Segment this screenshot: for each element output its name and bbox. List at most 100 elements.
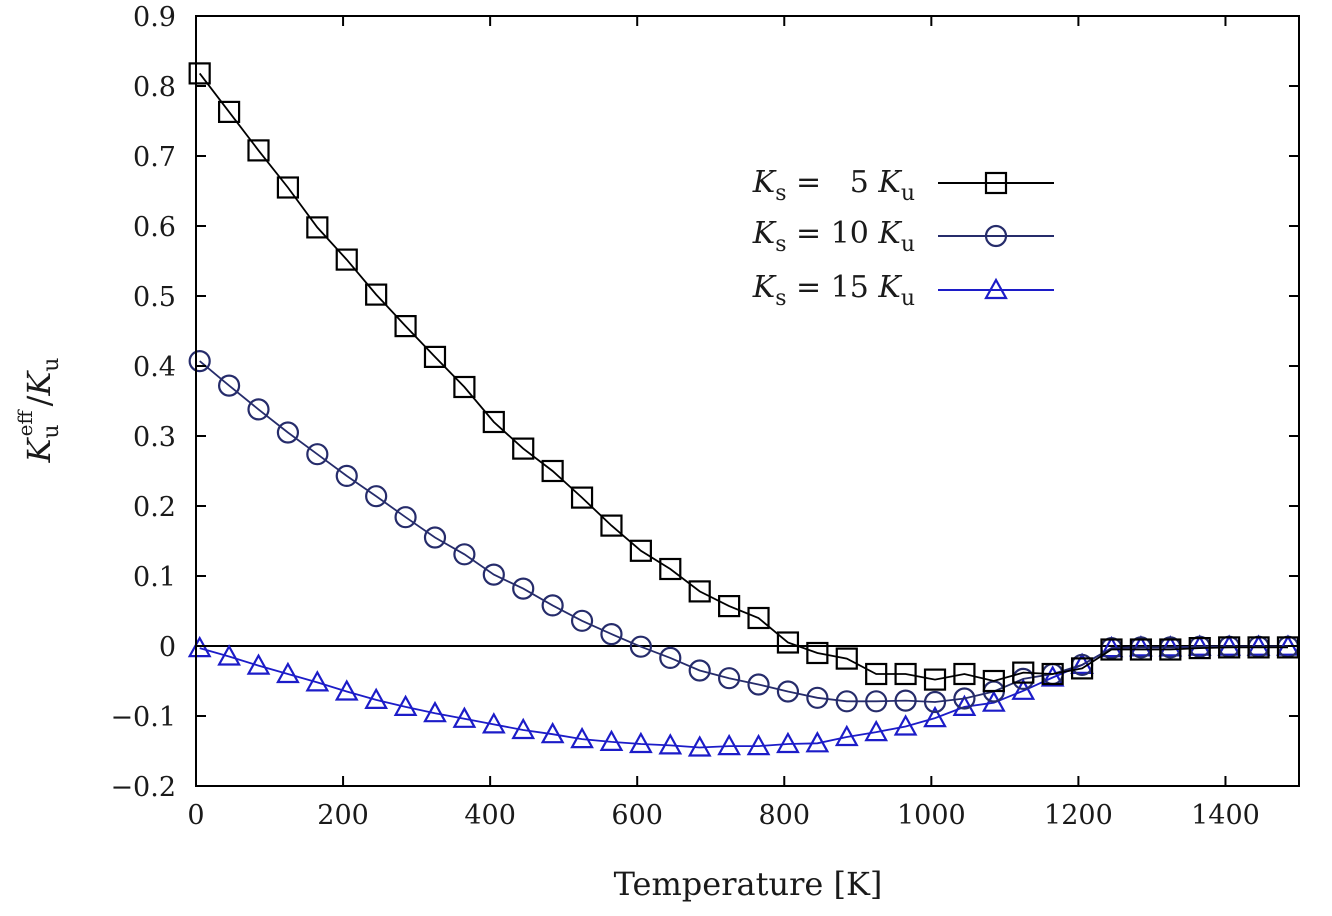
data-point-triangle [187,635,212,658]
y-axis-title: Kueff/Ku [13,358,64,464]
data-point-square [835,647,858,670]
data-point-triangle [570,726,594,749]
data-point-circle [335,464,358,487]
data-point-square [1070,657,1094,680]
data-point-square [688,580,711,603]
data-point-square [984,171,1008,195]
data-point-circle [276,421,300,444]
data-point-square [600,514,623,537]
x-tick-label: 1400 [1191,800,1260,831]
y-tick-label: 0.7 [133,142,176,173]
series-triangle [187,634,1300,757]
data-point-square [335,248,358,271]
data-point-square [953,662,976,686]
data-point-triangle [217,644,241,666]
data-point-circle [688,659,711,682]
data-point-circle [453,543,476,566]
data-point-circle [247,398,270,421]
data-point-square [747,606,770,630]
series-line [199,645,1288,749]
data-point-square [1012,661,1035,684]
data-point-circle [188,350,211,373]
data-point-square [659,557,682,581]
data-point-square [1188,636,1211,660]
data-point-triangle [1129,635,1153,657]
y-tick-label: 0.8 [133,72,176,103]
data-point-square [247,139,270,162]
data-point-square [453,375,476,399]
data-point-square [306,216,329,239]
data-point-circle [365,485,388,508]
svg-text:Ks = 10 Ku: Ks = 10 Ku [752,216,915,257]
data-point-circle [541,594,564,617]
data-point-triangle [452,706,477,728]
data-point-triangle [981,690,1006,712]
data-point-circle [306,443,329,466]
data-point-circle [747,673,770,696]
x-axis-title: Temperature [K] [614,865,883,903]
x-tick-label: 0 [187,800,204,831]
data-point-triangle [893,714,918,736]
data-point-circle [482,563,505,586]
x-tick-label: 800 [758,800,810,831]
series-line [199,360,1288,703]
y-tick-label: 0.1 [133,562,176,593]
data-point-square [1159,638,1182,661]
data-point-square [423,345,447,368]
data-point-triangle [805,731,830,753]
data-point-circle [835,690,858,713]
data-point-square [865,662,888,686]
data-point-triangle [599,729,624,752]
series-square [188,62,1300,693]
x-tick-label: 200 [317,800,369,831]
data-point-square [1218,636,1241,659]
y-tick-label: 0.2 [133,492,176,523]
y-tick-label: −0.1 [110,702,176,733]
svg-text:Kueff/Ku: Kueff/Ku [13,358,64,464]
data-point-square [718,594,741,618]
data-point-square [1247,636,1270,659]
legend-entry-ks15: Ks = 15 Ku [752,270,915,311]
data-point-triangle [658,733,683,755]
data-point-circle [629,635,652,658]
x-tick-label: 1200 [1044,800,1113,831]
data-point-triangle [746,733,771,756]
series-line [198,72,1288,682]
data-point-circle [806,686,829,709]
data-point-circle [600,622,623,646]
data-point-square [394,315,417,338]
data-point-triangle [1246,634,1271,656]
y-tick-label: 0.5 [133,282,176,313]
data-point-circle [923,690,947,714]
data-point-triangle [246,653,271,675]
data-point-circle [423,526,447,549]
data-point-square [1129,638,1153,661]
y-tick-label: 0.9 [133,2,176,33]
legend-entry-ks5: Ks = 5 Ku [752,165,915,206]
data-point-triangle [864,719,889,742]
data-point-triangle [1217,634,1242,656]
data-point-square [570,486,594,509]
data-point-circle [718,667,741,690]
data-point-triangle [1187,634,1212,656]
data-point-circle [953,687,976,710]
data-point-triangle [1070,652,1094,675]
data-point-square [217,100,241,124]
data-point-triangle [776,731,800,754]
series-circle [188,350,1300,714]
data-point-square [1041,662,1064,686]
data-point-circle [570,609,594,632]
data-point-circle [512,577,535,600]
data-point-square [188,62,211,85]
x-tick-label: 600 [611,800,663,831]
data-point-square [629,539,652,562]
legend: Ks = 5 Ku Ks = 10 Ku Ks = 15 Ku [752,165,1054,311]
data-point-circle [659,646,682,670]
data-point-square [512,437,535,460]
data-point-circle [217,374,241,397]
data-point-circle [394,506,417,529]
data-point-square [365,283,388,306]
data-point-triangle [540,721,565,744]
data-point-triangle [393,694,418,717]
